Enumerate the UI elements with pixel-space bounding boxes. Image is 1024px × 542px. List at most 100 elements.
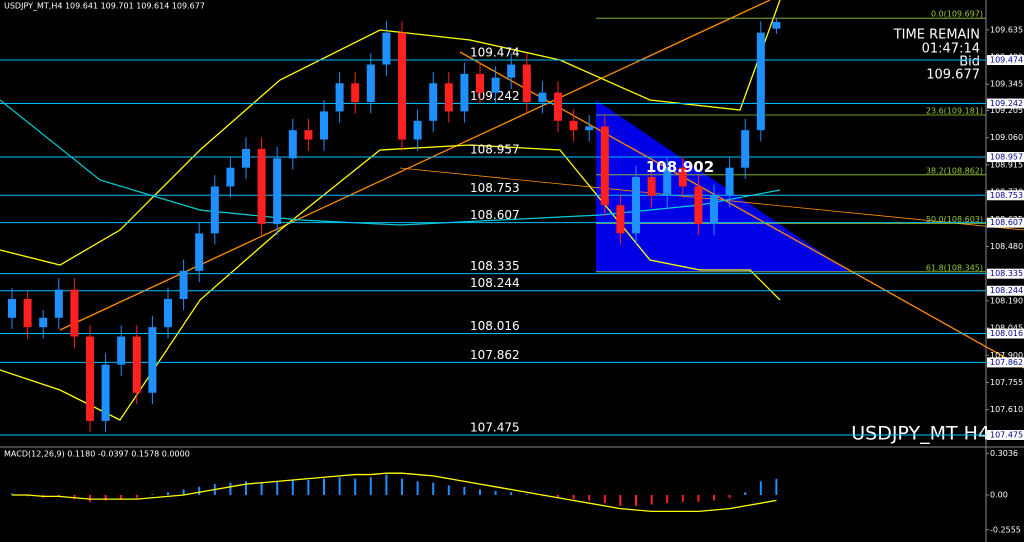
candle-body	[476, 73, 484, 93]
candle-body	[522, 64, 531, 103]
time-remain-label: TIME REMAIN	[893, 28, 980, 43]
candle-body	[70, 289, 79, 337]
candle-body	[132, 336, 141, 393]
candle-body	[538, 92, 547, 103]
macd-label: MACD(12,26,9) 0.1180 -0.0397 0.1578 0.00…	[4, 450, 190, 459]
macd-tick-label: -0.2555	[990, 525, 1021, 534]
candle-body	[54, 289, 63, 318]
level-tag	[987, 98, 1024, 109]
band-line	[0, 144, 781, 421]
fib-label: 50.0(108.603)	[926, 215, 983, 224]
candle-body	[460, 73, 469, 112]
macd-tick-label: 0.3036	[990, 449, 1018, 458]
candle-body	[148, 327, 157, 393]
level-tag	[987, 285, 1024, 296]
candle-body	[210, 186, 219, 234]
level-tag-label: 108.607	[990, 218, 1023, 227]
level-tag	[987, 55, 1024, 66]
level-tag-label: 107.475	[990, 430, 1023, 439]
candle-body	[320, 111, 328, 140]
candle-body	[101, 364, 110, 421]
y-tick-label: 107.610	[990, 405, 1023, 414]
candle-body	[288, 130, 297, 159]
level-label: 108.957	[470, 143, 520, 157]
level-tag-label: 108.753	[990, 191, 1023, 200]
y-tick-label: 108.480	[990, 242, 1023, 251]
level-tag	[987, 328, 1024, 339]
candle-body	[741, 130, 750, 168]
level-tag-label: 107.862	[990, 358, 1023, 367]
y-tick-label: 109.635	[990, 25, 1023, 34]
level-tag-label: 108.016	[990, 329, 1023, 338]
candle-body	[413, 120, 422, 140]
level-label: 107.862	[470, 348, 520, 362]
moving-average	[0, 99, 781, 226]
y-tick-label: 108.190	[990, 296, 1023, 305]
level-tag-label: 108.244	[990, 286, 1023, 295]
candle-body	[304, 130, 313, 140]
level-tag	[987, 217, 1024, 228]
candle-body	[8, 299, 16, 318]
candle-body	[366, 64, 375, 103]
macd-signal	[12, 472, 777, 513]
y-tick-label: 109.060	[990, 133, 1023, 142]
candle-body	[195, 233, 204, 271]
level-label: 108.016	[470, 319, 520, 333]
candle-body	[86, 336, 94, 421]
trend-line	[59, 0, 771, 331]
level-label: 108.335	[470, 259, 520, 273]
level-tag-label: 109.474	[990, 56, 1023, 65]
y-tick-label: 109.205	[990, 106, 1023, 115]
candle-body	[554, 92, 562, 121]
level-label: 108.244	[470, 276, 520, 290]
candle-body	[23, 299, 32, 328]
candle-body	[616, 205, 625, 234]
candle-body	[585, 126, 594, 131]
candle-body	[600, 126, 609, 206]
candle-body	[273, 158, 282, 224]
y-tick-label: 108.045	[990, 324, 1023, 333]
level-tag	[987, 152, 1024, 163]
level-tag	[987, 429, 1024, 440]
header: USDJPY_MT,H4 109.641 109.701 109.614 109…	[4, 2, 205, 11]
y-tick-label: 108.915	[990, 160, 1023, 169]
level-tag-label: 109.242	[990, 99, 1023, 108]
candle-body	[756, 32, 765, 131]
candle-body	[663, 167, 672, 196]
fib-label: 61.8(108.345)	[926, 263, 983, 272]
candle-body	[39, 317, 48, 328]
candle-body	[164, 299, 172, 328]
candle-body	[507, 64, 516, 78]
y-tick-label: 109.345	[990, 80, 1023, 89]
candle-body	[242, 148, 250, 168]
candle-body	[491, 77, 500, 93]
candle-body	[647, 177, 656, 196]
candle-body	[351, 83, 360, 103]
candle-body	[382, 32, 391, 65]
macd-tick-label: 0.00	[990, 491, 1008, 500]
candle-body	[632, 177, 640, 234]
candle-body	[398, 32, 406, 140]
bid: 109.677	[926, 68, 980, 83]
level-tag	[987, 190, 1024, 201]
y-tick-label: 107.755	[990, 378, 1023, 387]
candle-body	[226, 167, 235, 187]
candle-body	[117, 336, 126, 365]
symbol-label: USDJPY_MT H4	[851, 423, 990, 445]
candle-body	[444, 83, 453, 112]
candle-body	[429, 83, 438, 121]
fib-label: 23.6(109.181)	[926, 106, 983, 115]
level-tag	[987, 357, 1024, 368]
candle-body	[179, 270, 188, 300]
triangle-pattern	[596, 100, 850, 272]
time-remain: 01:47:14	[922, 42, 980, 57]
level-label: 109.474	[470, 46, 520, 60]
level-label: 108.607	[470, 208, 520, 222]
candle-body	[710, 195, 718, 224]
candle-body	[569, 120, 578, 131]
level-label: 108.753	[470, 181, 520, 195]
fib-label: 38.2(108.862)	[926, 166, 983, 175]
candle-body	[772, 21, 781, 29]
level-tag	[987, 268, 1024, 279]
